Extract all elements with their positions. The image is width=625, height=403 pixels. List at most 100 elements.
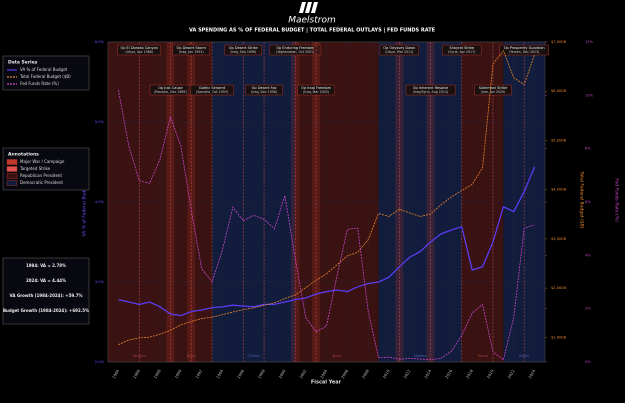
event-box [117, 44, 161, 56]
president-name: Clinton [247, 354, 259, 358]
x-tick-label: 2004 [319, 368, 328, 379]
event-box [190, 84, 234, 96]
president-name: Obama [414, 354, 427, 358]
x-tick-label: 2014 [423, 368, 432, 379]
y-tick-label: 6.0% [95, 40, 105, 44]
annotation-swatch [6, 180, 18, 186]
y-tick-label: 4.0% [95, 200, 105, 204]
x-tick-label: 2002 [298, 368, 307, 379]
event-box [172, 44, 210, 56]
stats-line: 1984: VA = 2.78% [26, 263, 66, 268]
event-box [297, 84, 335, 96]
y3-tick-label: 10% [585, 93, 594, 97]
event-detail: (Iraq, Sep 1996) [230, 50, 256, 54]
annotation-legend-label: Major War / Campaign [20, 159, 65, 164]
event-label: Gothic Serpent [199, 86, 226, 90]
event-box [499, 44, 549, 56]
event-label: Op Iraqi Freedom [301, 86, 332, 90]
y3-tick-label: 4% [585, 253, 591, 257]
x-tick-label: 1988 [153, 368, 162, 379]
y3-tick-label: 0% [585, 360, 591, 364]
y2-tick-label: $7,000B [551, 40, 567, 44]
stats-box [2, 257, 90, 325]
annotation-swatch [6, 166, 18, 172]
event-detail: (Iraq, Dec 1998) [251, 90, 277, 94]
event-box [442, 44, 482, 56]
event-label: Op Just Cause [158, 86, 182, 90]
war-band [426, 42, 435, 362]
x-tick-label: 2020 [486, 368, 495, 379]
chart-title: VA SPENDING AS % OF FEDERAL BUDGET | TOT… [189, 28, 436, 34]
war-band [395, 42, 404, 362]
event-label: Op Enduring Freedom [276, 46, 315, 50]
y2-tick-label: $6,000B [551, 89, 567, 93]
event-label: Op Desert Fox [252, 86, 277, 90]
y-tick-label: 2.0% [95, 360, 105, 364]
event-box [269, 44, 322, 56]
logo [299, 2, 318, 13]
y-axis-title: VA % of Federal Budget [82, 183, 88, 236]
x-tick-label: 2016 [444, 368, 453, 379]
y-tick-label: 3.0% [95, 280, 105, 284]
event-detail: (Libya, Mar 2011) [385, 50, 413, 54]
y2-tick-label: $5,000B [551, 138, 567, 142]
y3-tick-label: 8% [585, 147, 591, 151]
event-label: Soleimani Strike [479, 86, 507, 90]
event-label: Op Desert Strike [229, 46, 258, 50]
legend-label: Total Federal Budget ($B) [19, 74, 71, 79]
y2-tick-label: $4,000B [551, 188, 567, 192]
event-detail: (Iraq, Jan 1991) [179, 50, 204, 54]
x-tick-label: 1996 [236, 368, 245, 379]
x-tick-label: 1986 [132, 368, 141, 379]
president-name: Biden [519, 354, 529, 358]
event-label: Op Odyssey Dawn [383, 46, 415, 50]
stats-line: 2024: VA = 4.44% [26, 278, 66, 283]
annotation-legend-label: Republican President [20, 173, 62, 178]
y2-axis-title: Total Federal Budget ($B) [579, 170, 585, 228]
event-box [474, 84, 512, 96]
legend-label: VA % of Federal Budget [20, 67, 68, 72]
x-axis-title: Fiscal Year [311, 380, 342, 386]
stats-line: Budget Growth (1984-2024): +692.5% [3, 308, 89, 313]
annotation-legend-label: Democratic President [20, 180, 63, 185]
y2-tick-label: $3,000B [551, 237, 567, 241]
annotation-legend-label: Targeted Strike [19, 166, 51, 171]
y2-tick-label: $1,000B [551, 335, 567, 339]
president-name: Bush [187, 354, 196, 358]
y2-tick-label: $2,000B [551, 286, 567, 290]
x-tick-label: 1994 [215, 368, 224, 379]
event-box [405, 84, 456, 96]
event-detail: (Iraq, Mar 2003) [303, 90, 329, 94]
x-tick-label: 1992 [194, 368, 203, 379]
event-box [245, 84, 283, 96]
series-line [118, 166, 536, 317]
war-band [187, 42, 196, 362]
event-box [224, 44, 262, 56]
event-label: Op Inherent Resolve [413, 86, 449, 90]
war-band [166, 42, 175, 362]
event-detail: (Yemen, Dec 2023) [509, 50, 539, 54]
x-tick-label: 1998 [257, 368, 266, 379]
x-tick-label: 2012 [402, 368, 411, 379]
event-box [379, 44, 419, 56]
annotation-swatch [6, 173, 18, 179]
legend-label: Fed Funds Rate (%) [20, 81, 59, 86]
event-label: Op Prosperity Guardian [504, 46, 545, 50]
president-name: Trump [476, 354, 489, 358]
stats-line: VA Growth (1984-2024): +59.7% [10, 293, 83, 298]
x-tick-label: 2008 [361, 368, 370, 379]
x-tick-label: 2010 [381, 368, 390, 379]
annotation-legend [2, 147, 90, 191]
legend [2, 55, 90, 91]
war-band [312, 42, 321, 362]
event-label: Op Desert Storm [177, 46, 207, 50]
event-detail: (Panama, Dec 1989) [154, 90, 187, 94]
event-detail: (Iraq/Syria, Aug 2014) [413, 90, 448, 94]
event-detail: (Somalia, Oct 1993) [196, 90, 228, 94]
event-label: Op El Dorado Canyon [120, 46, 158, 50]
war-band [291, 42, 300, 362]
x-tick-label: 2018 [465, 368, 474, 379]
x-tick-label: 2000 [277, 368, 286, 379]
event-detail: (Iran, Jan 2020) [481, 90, 506, 94]
